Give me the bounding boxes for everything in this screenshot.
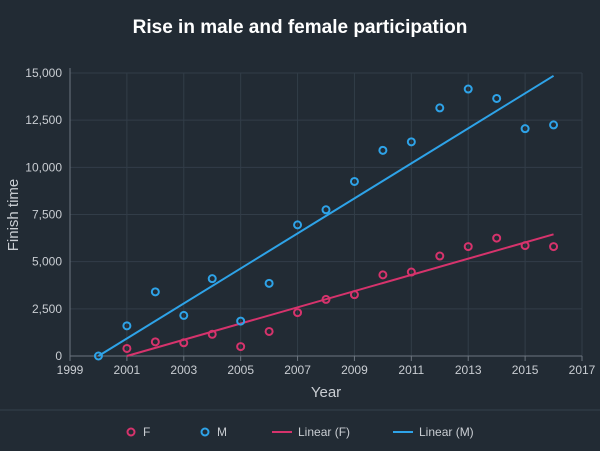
chart-title: Rise in male and female participation xyxy=(133,17,468,38)
x-tick-label: 2011 xyxy=(398,363,424,377)
x-tick-label: 2009 xyxy=(341,363,368,377)
y-tick-label: 7,500 xyxy=(32,208,62,222)
x-tick-label: 2007 xyxy=(284,363,311,377)
legend-label-linear-m: Linear (M) xyxy=(419,425,474,439)
axes: 0 2,500 5,000 7,500 10,000 12,500 15,000 1999 20… xyxy=(25,66,595,377)
point-m xyxy=(406,137,416,147)
y-tick-label: 2,500 xyxy=(32,302,62,316)
point-f xyxy=(520,241,530,251)
point-m xyxy=(520,124,530,134)
point-m xyxy=(463,84,473,94)
point-f xyxy=(236,342,246,352)
legend-swatch-f xyxy=(126,427,136,437)
point-f xyxy=(549,242,559,252)
point-m xyxy=(179,310,189,320)
x-tick-label: 2003 xyxy=(170,363,197,377)
point-m xyxy=(236,316,246,326)
legend-label-f: F xyxy=(143,425,150,439)
data-points xyxy=(93,84,559,361)
grid-lines xyxy=(69,72,583,356)
x-tick-label: 2001 xyxy=(114,363,141,377)
x-tick-label: 2015 xyxy=(512,363,539,377)
point-f xyxy=(207,329,217,339)
x-tick-label: 2005 xyxy=(227,363,254,377)
point-m xyxy=(435,103,445,113)
legend-label-m: M xyxy=(217,425,227,439)
y-tick-label: 10,000 xyxy=(25,160,62,174)
point-f xyxy=(406,267,416,277)
point-m xyxy=(207,274,217,284)
x-tick-label: 2017 xyxy=(569,363,596,377)
point-m xyxy=(492,93,502,103)
point-m xyxy=(264,278,274,288)
point-f xyxy=(349,290,359,300)
point-m xyxy=(293,220,303,230)
x-tick-label: 1999 xyxy=(57,363,84,377)
y-tick-label: 12,500 xyxy=(25,113,62,127)
point-f xyxy=(435,251,445,261)
y-axis-title: Finish time xyxy=(5,179,22,252)
point-m xyxy=(321,205,331,215)
y-tick-label: 15,000 xyxy=(25,66,62,80)
point-m xyxy=(349,176,359,186)
point-f xyxy=(150,337,160,347)
point-f xyxy=(179,338,189,348)
point-f xyxy=(492,233,502,243)
point-f xyxy=(264,326,274,336)
trendline-linear-m xyxy=(97,74,555,357)
x-axis-title: Year xyxy=(311,384,341,401)
point-f xyxy=(378,270,388,280)
trendline-linear-f xyxy=(126,233,554,357)
point-f xyxy=(122,343,132,353)
x-tick-label: 2013 xyxy=(455,363,482,377)
point-m xyxy=(122,321,132,331)
y-tick-label: 5,000 xyxy=(32,255,62,269)
point-m xyxy=(378,145,388,155)
legend-label-linear-f: Linear (F) xyxy=(298,425,350,439)
y-tick-label: 0 xyxy=(55,349,62,363)
point-f xyxy=(321,294,331,304)
point-m xyxy=(93,351,103,361)
legend: F M Linear (F) Linear (M) xyxy=(126,425,474,439)
point-f xyxy=(293,308,303,318)
trend-lines xyxy=(97,74,555,357)
point-m xyxy=(150,287,160,297)
point-m xyxy=(549,120,559,130)
legend-swatch-m xyxy=(200,427,210,437)
point-f xyxy=(463,242,473,252)
